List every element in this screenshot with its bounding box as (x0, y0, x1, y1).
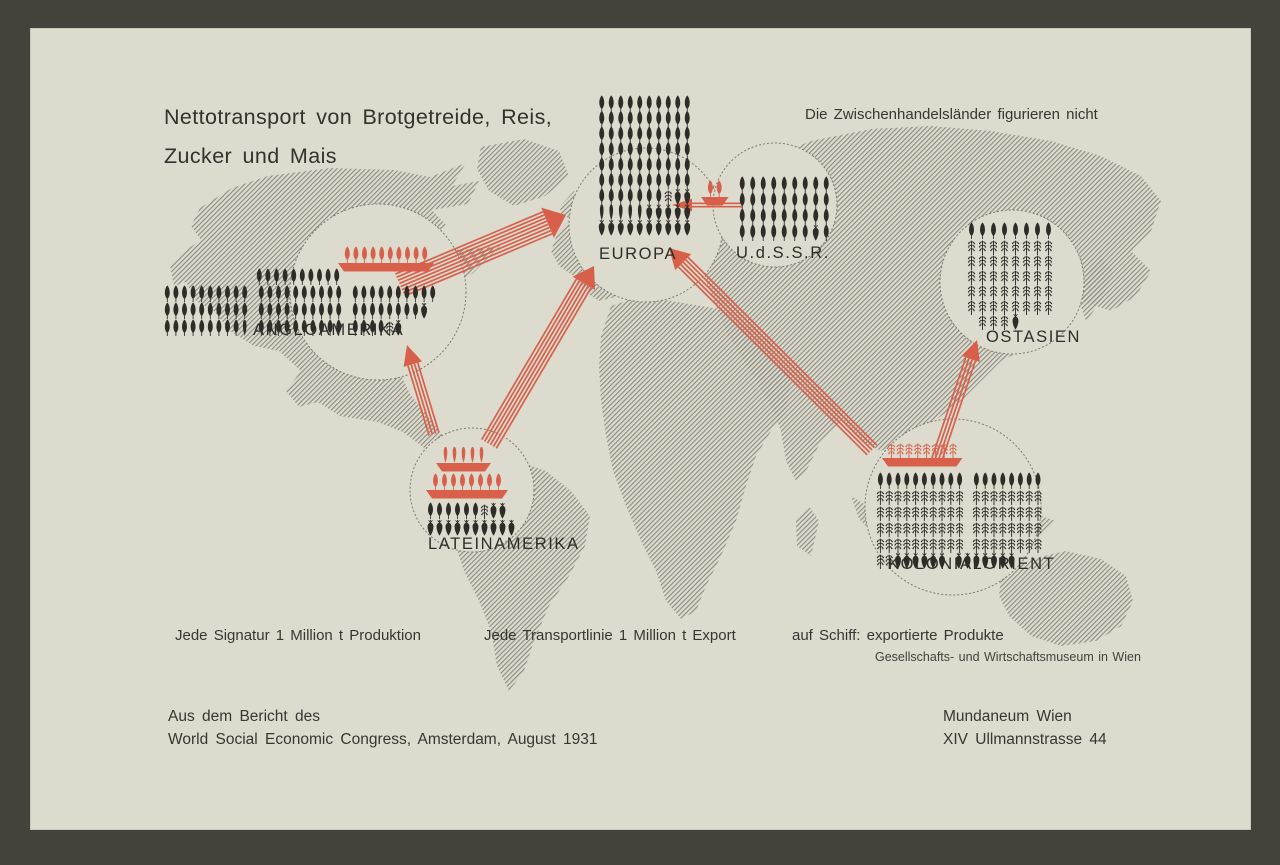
wheat-symbol (636, 126, 643, 143)
trade-flows (395, 180, 980, 464)
region-label-lateinamerika: LATEINAMERIKA (428, 535, 580, 553)
angloamerika-ship (338, 246, 434, 272)
pictogram-block-udssr (739, 176, 830, 241)
wheat-symbol (608, 95, 615, 112)
flow-kolonialorient-europa (669, 248, 878, 456)
wheat-symbol (627, 110, 634, 128)
wheat-symbol (684, 141, 691, 159)
island-japan (1079, 256, 1113, 321)
wheat-symbol (598, 141, 605, 159)
wheat-symbol (655, 126, 662, 143)
wheat-symbol (674, 95, 681, 112)
wheat-symbol (684, 95, 691, 112)
wheat-symbol (173, 302, 179, 319)
wheat-symbol (216, 319, 222, 336)
wheat-symbol (173, 319, 179, 336)
wheat-symbol (207, 319, 214, 336)
wheat-symbol (598, 126, 605, 143)
pictogram-block-lateinamerika (426, 446, 515, 536)
legend-ship: auf Schiff: exportierte Produkte (792, 627, 1004, 644)
continent-australia (999, 551, 1133, 646)
museum-credit: Gesellschafts- und Wirtschaftsmuseum in … (875, 650, 1141, 664)
credit-source-line2: World Social Economic Congress, Amsterda… (168, 731, 598, 748)
wheat-symbol (655, 95, 662, 112)
pictogram-block-angloamerika (164, 246, 436, 336)
wheat-symbol (674, 126, 681, 143)
wheat-symbol (164, 302, 171, 319)
wheat-symbol (636, 110, 643, 128)
continent-greenland (477, 139, 569, 206)
rice-symbol (876, 554, 885, 569)
wheat-symbol (646, 95, 653, 112)
wheat-symbol (181, 302, 188, 319)
wheat-symbol (655, 110, 662, 128)
poster-title-line2: Zucker und Mais (164, 144, 337, 168)
poster-title: Nettotransport von Brotgetreide, Reis, Z… (164, 98, 552, 176)
wheat-symbol (164, 319, 171, 336)
wheat-symbol (190, 319, 196, 336)
wheat-symbol (636, 95, 643, 112)
udssr-europa-ship (701, 180, 729, 206)
wheat-symbol (627, 95, 634, 112)
wheat-symbol (684, 110, 691, 128)
wheat-symbol (198, 319, 205, 336)
wheat-symbol (627, 126, 634, 143)
credit-address-line2: XIV Ullmannstrasse 44 (943, 731, 1107, 748)
flow-lateinamerika-angloamerika (403, 345, 440, 436)
rice-symbol (1033, 538, 1043, 553)
wheat-symbol (665, 95, 672, 112)
credit-address-line1: Mundaneum Wien (943, 708, 1072, 725)
wheat-symbol (181, 285, 188, 302)
note-top-right: Die Zwischenhandelsländer figurieren nic… (805, 106, 1098, 123)
pictogram-block-kolonialorient (876, 443, 1043, 569)
wheat-symbol (608, 110, 615, 128)
wheat-symbol (617, 126, 624, 143)
wheat-symbol (190, 302, 196, 319)
wheat-symbol (684, 126, 691, 143)
wheat-symbol (598, 110, 605, 128)
wheat-symbol (617, 110, 624, 128)
region-label-ostasien: OSTASIEN (986, 328, 1082, 346)
lateinamerika-ship (426, 473, 508, 499)
region-label-kolonialorient: KOLONIALORIENT (888, 555, 1056, 573)
continent-africa (599, 296, 791, 619)
legend-transport-line: Jede Transportlinie 1 Million t Export (484, 627, 736, 644)
flow-lateinamerika-europa (480, 266, 596, 449)
wheat-symbol (164, 285, 171, 302)
wheat-symbol (665, 126, 672, 143)
wheat-symbol (608, 126, 615, 143)
wheat-symbol (617, 95, 624, 112)
wheat-symbol (665, 110, 672, 128)
region-pictograms (164, 95, 1053, 569)
island-madagascar (796, 506, 819, 556)
credit-source: Aus dem Bericht des World Social Economi… (168, 705, 598, 751)
poster-title-line1: Nettotransport von Brotgetreide, Reis, (164, 105, 553, 129)
wheat-symbol (646, 110, 653, 128)
lateinamerika-ship (436, 446, 491, 472)
region-label-udssr: U.d.S.S.R. (736, 244, 830, 262)
wheat-symbol (173, 285, 179, 302)
region-label-europa: EUROPA (599, 245, 678, 263)
kolonialorient-ship (882, 443, 963, 467)
wheat-symbol (181, 319, 188, 336)
wheat-symbol (598, 95, 605, 112)
wheat-symbol (674, 110, 681, 128)
region-circle-angloamerika (289, 203, 467, 381)
region-label-angloamerika: ANGLOAMERIKA (253, 321, 405, 339)
wheat-symbol (646, 126, 653, 143)
poster-card: Nettotransport von Brotgetreide, Reis, Z… (30, 28, 1251, 830)
region-circle-ostasien (939, 209, 1085, 355)
legend-signature: Jede Signatur 1 Million t Produktion (175, 627, 421, 644)
credit-address: Mundaneum Wien XIV Ullmannstrasse 44 (943, 705, 1107, 751)
world-map-svg (164, 95, 1161, 691)
credit-source-line1: Aus dem Bericht des (168, 708, 321, 725)
